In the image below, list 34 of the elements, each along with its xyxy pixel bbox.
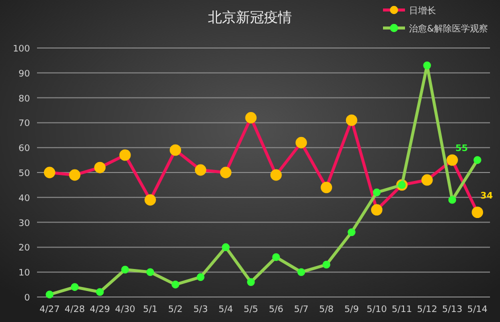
- x-tick-label: 4/30: [114, 305, 136, 315]
- y-tick-label: 70: [18, 119, 30, 130]
- y-tick-label: 40: [18, 194, 30, 204]
- x-tick-label: 5/9: [344, 305, 360, 315]
- y-tick-label: 20: [18, 244, 30, 254]
- x-tick-label: 5/5: [244, 305, 258, 315]
- x-tick-label: 5/12: [416, 305, 438, 315]
- x-tick-label: 4/28: [64, 305, 86, 315]
- x-tick-label: 5/1: [143, 305, 158, 315]
- x-tick-label: 5/7: [294, 305, 308, 315]
- x-tick-label: 4/29: [90, 305, 110, 315]
- data-label: 34: [480, 191, 493, 202]
- x-tick-label: 5/14: [467, 305, 488, 315]
- x-tick-label: 5/3: [193, 305, 208, 315]
- y-tick-label: 90: [18, 69, 30, 80]
- y-tick-label: 30: [18, 218, 30, 229]
- chart-title: 北京新冠疫情: [208, 10, 292, 26]
- x-tick-label: 5/10: [366, 305, 388, 315]
- x-tick-label: 5/8: [319, 305, 334, 315]
- x-tick-label: 5/13: [442, 305, 462, 315]
- x-tick-label: 5/11: [392, 305, 412, 315]
- legend-label: 治愈&解除医学观察: [409, 24, 488, 34]
- y-tick-label: 50: [18, 169, 30, 179]
- data-label: 55: [455, 144, 468, 154]
- y-tick-label: 10: [18, 268, 30, 279]
- y-tick-label: 60: [18, 144, 30, 154]
- y-tick-label: 100: [12, 44, 30, 54]
- y-tick-label: 80: [18, 94, 30, 104]
- legend-label: 日增长: [409, 6, 436, 16]
- x-tick-label: 4/27: [39, 305, 60, 315]
- y-tick-label: 0: [24, 294, 30, 304]
- x-tick-label: 5/2: [168, 305, 183, 315]
- x-tick-label: 5/4: [218, 305, 234, 315]
- x-tick-label: 5/6: [268, 305, 284, 315]
